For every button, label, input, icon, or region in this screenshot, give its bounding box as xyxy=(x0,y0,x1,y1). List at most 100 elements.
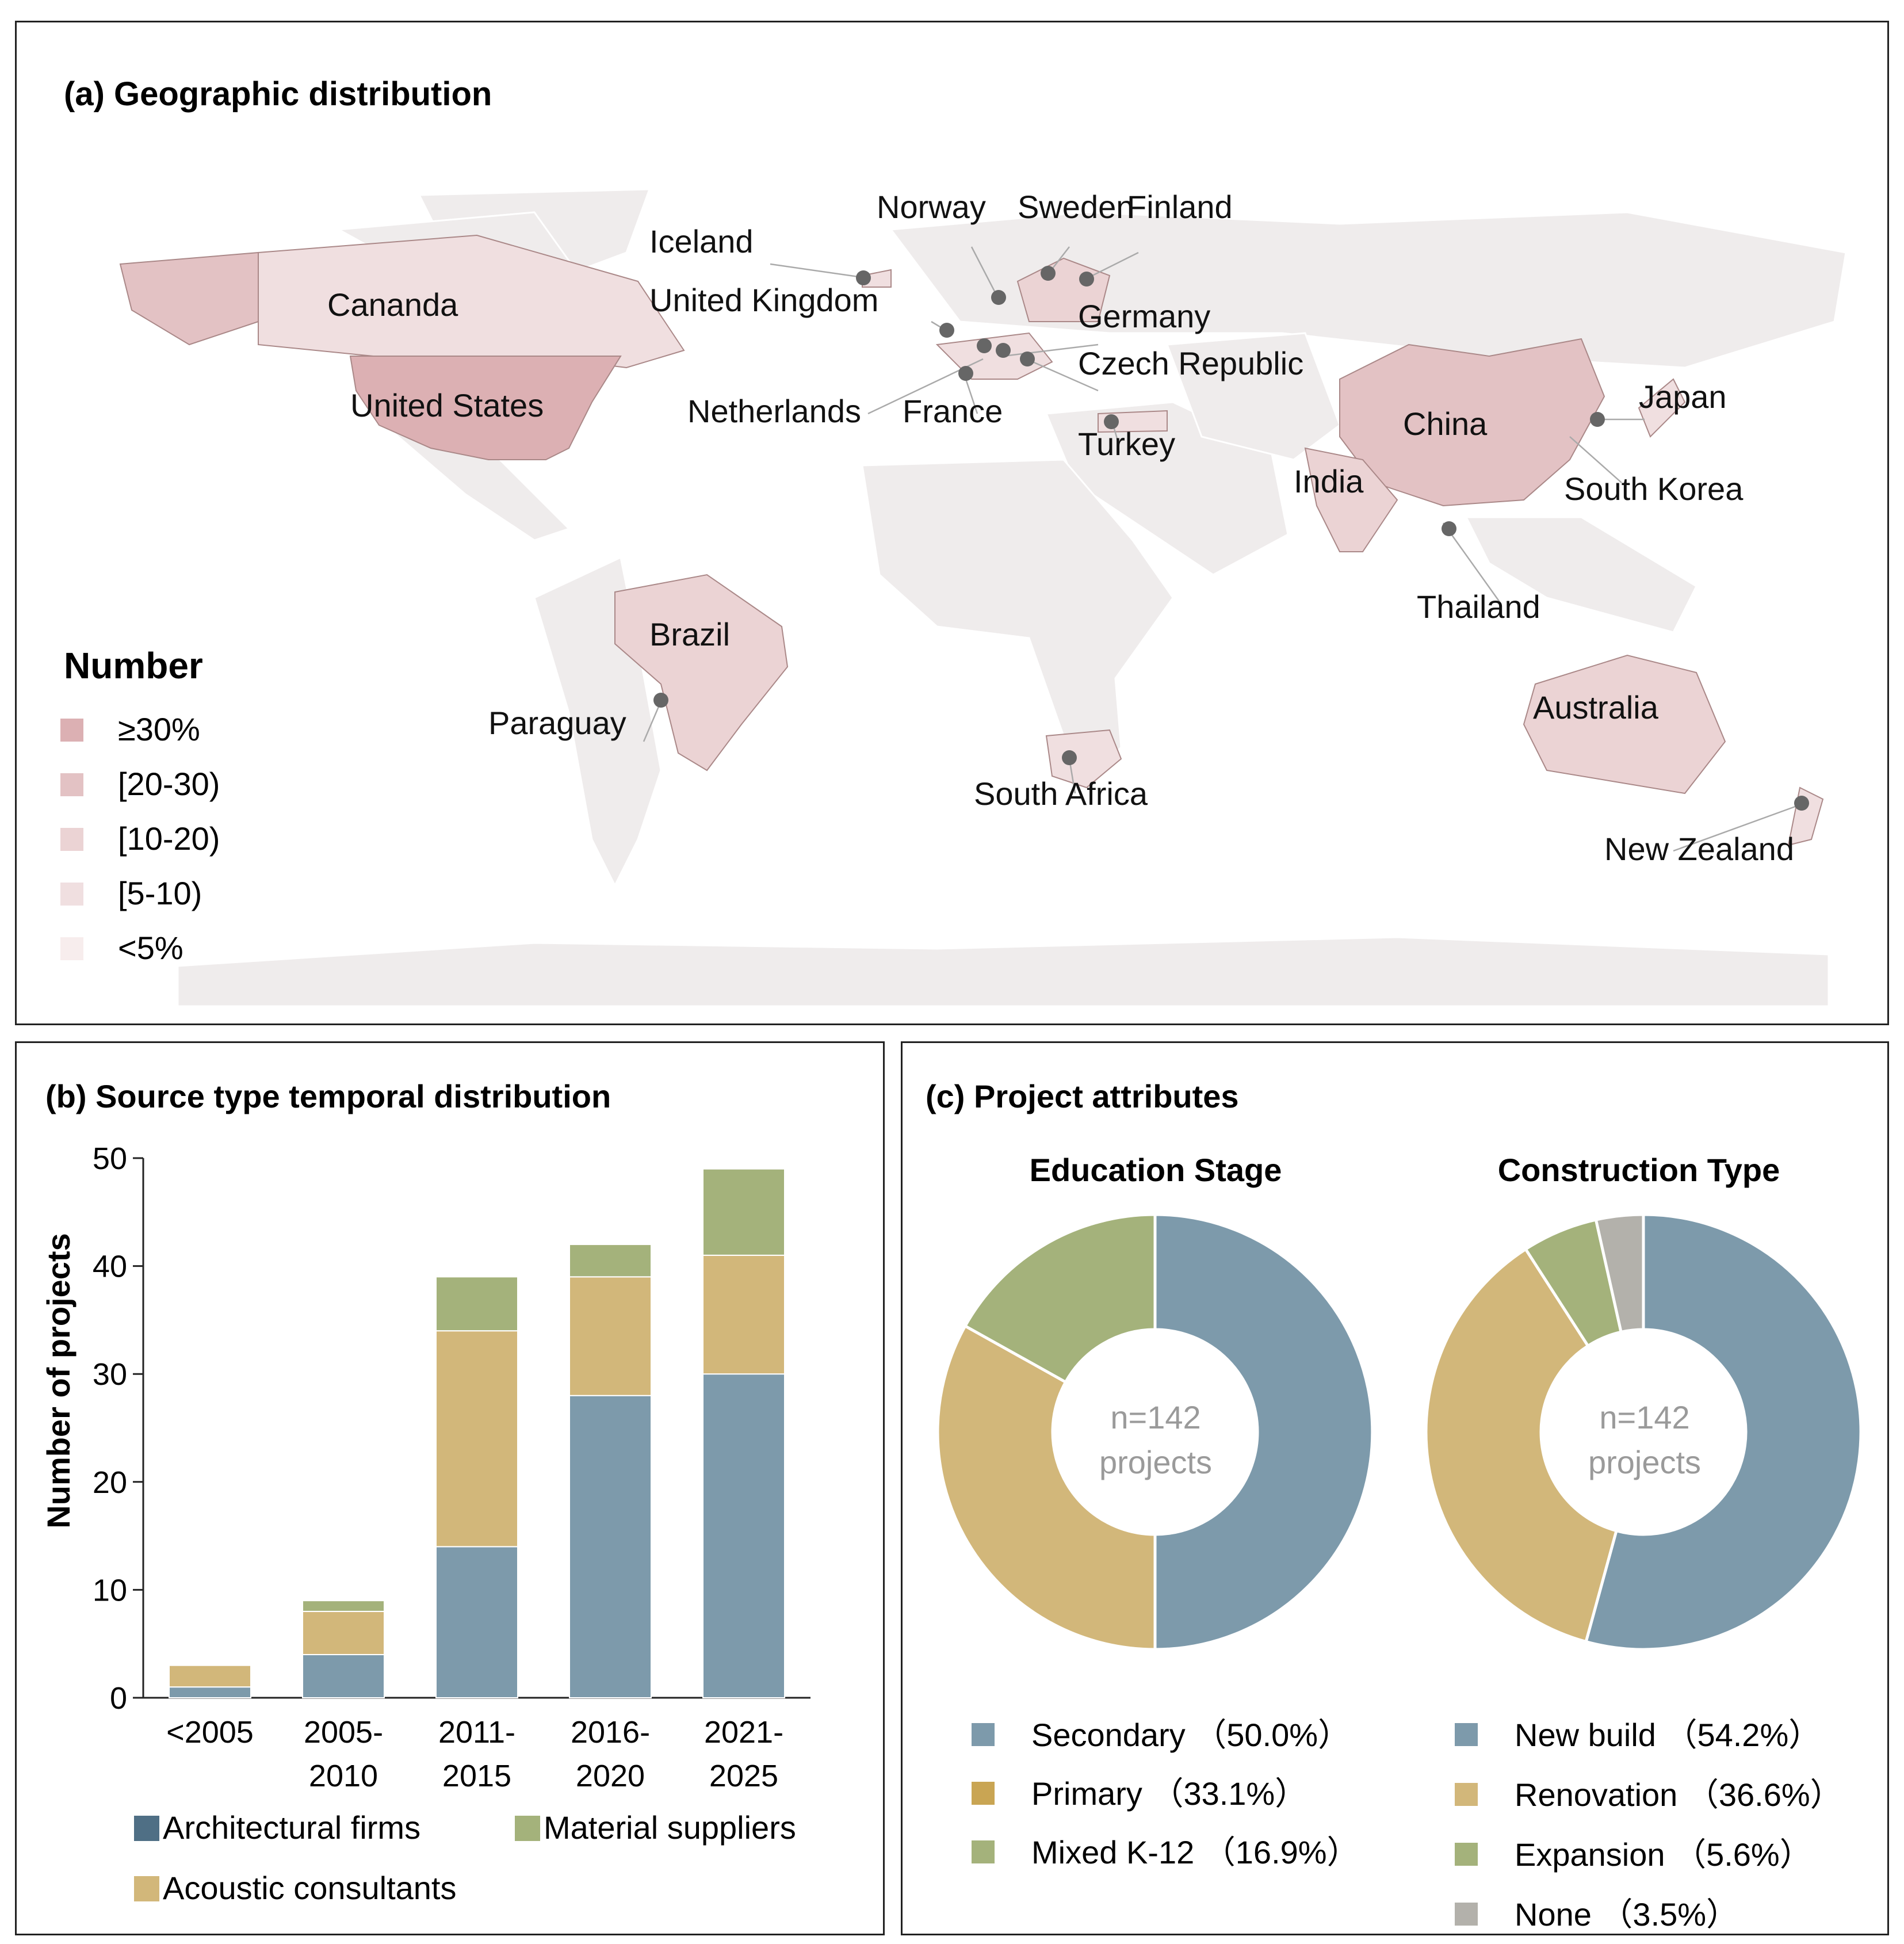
country-south-africa xyxy=(1045,729,1122,789)
x-tick-label-2-0: 2011- xyxy=(438,1715,515,1750)
project-attributes-panel: (c) Project attributes Education Stage C… xyxy=(901,1041,1889,1935)
donut-legend-swatch-new-build xyxy=(1455,1723,1478,1746)
land-antarctica xyxy=(177,936,1830,1007)
y-tick-label-5: 50 xyxy=(93,1141,127,1176)
bar-material-suppliers-3 xyxy=(569,1244,652,1278)
donut-slice-renovation xyxy=(1424,1247,1619,1644)
stacked-bar-chart: (b) Source type temporal distribution Nu… xyxy=(40,1078,810,1906)
donut-legend-label-mixed-k-12: Mixed K-12 （16.9%） xyxy=(1031,1834,1359,1870)
donut-slice-secondary xyxy=(1153,1213,1374,1651)
label-finland: Finland xyxy=(1127,189,1233,225)
legend-label-4: <5% xyxy=(118,930,183,966)
bar-legend-swatch-acoustic-consultants xyxy=(134,1876,159,1901)
geographic-distribution-panel: (a) Geographic distribution xyxy=(15,21,1889,1025)
bar-architectural-firms-0 xyxy=(169,1686,251,1698)
bar-legend-label-acoustic-consultants: Acoustic consultants xyxy=(163,1870,456,1906)
x-tick-label-4-1: 2025 xyxy=(709,1759,778,1793)
donut-slice-none xyxy=(1594,1213,1645,1334)
world-map: (a) Geographic distribution xyxy=(60,75,1847,1007)
label-united-states: United States xyxy=(350,387,544,423)
legend-swatch-1 xyxy=(60,773,83,796)
education-center-projects: projects xyxy=(1099,1444,1212,1480)
bar-acoustic-consultants-2 xyxy=(435,1330,518,1548)
point-south-africa xyxy=(1062,750,1077,765)
point-sweden xyxy=(1041,266,1056,281)
label-netherlands: Netherlands xyxy=(687,393,861,429)
country-australia xyxy=(1523,654,1726,795)
legend-swatch-3 xyxy=(60,883,83,906)
label-brazil: Brazil xyxy=(649,616,730,652)
country-brazil xyxy=(614,574,789,772)
label-south-africa: South Africa xyxy=(974,776,1148,812)
label-germany: Germany xyxy=(1078,298,1210,334)
label-japan: Japan xyxy=(1639,379,1727,415)
donut-legend-swatch-expansion xyxy=(1455,1843,1478,1866)
label-iceland: Iceland xyxy=(649,223,754,259)
bar-chart-title: (b) Source type temporal distribution xyxy=(45,1078,611,1114)
map-legend: Number ≥30% [20-30) [10-20) [5-10) <5% xyxy=(60,645,220,966)
donut-slice-mixed-k-12 xyxy=(963,1213,1157,1384)
label-canada: Cananda xyxy=(327,287,458,323)
y-tick-label-3: 30 xyxy=(93,1357,127,1392)
construction-type-title: Construction Type xyxy=(1498,1152,1780,1188)
legend-label-2: [10-20) xyxy=(118,820,220,857)
label-norway: Norway xyxy=(877,189,986,225)
point-new-zealand xyxy=(1794,796,1809,811)
point-iceland xyxy=(856,270,871,285)
point-thailand xyxy=(1442,521,1456,536)
label-czech-republic: Czech Republic xyxy=(1078,345,1303,381)
bar-legend-label-material-suppliers: Material suppliers xyxy=(544,1809,796,1846)
point-uk xyxy=(939,323,954,338)
country-alaska xyxy=(119,251,259,346)
bar-acoustic-consultants-0 xyxy=(169,1664,251,1688)
label-australia: Australia xyxy=(1533,689,1659,725)
country-labels: Cananda United States Iceland United Kin… xyxy=(327,189,1794,867)
legend-label-0: ≥30% xyxy=(118,711,200,747)
land-background xyxy=(177,188,1847,1007)
point-czech xyxy=(1020,352,1035,366)
bar-architectural-firms-3 xyxy=(569,1395,652,1698)
y-tick-label-2: 20 xyxy=(93,1465,127,1500)
legend-label-3: [5-10) xyxy=(118,875,202,911)
education-stage-title: Education Stage xyxy=(1030,1152,1282,1188)
label-paraguay: Paraguay xyxy=(488,705,626,741)
label-thailand: Thailand xyxy=(1417,589,1540,625)
legend-label-1: [20-30) xyxy=(118,766,220,802)
donut-legend-swatch-renovation xyxy=(1455,1783,1478,1806)
label-turkey: Turkey xyxy=(1078,426,1175,462)
donut-slice-primary xyxy=(936,1324,1157,1651)
bar-acoustic-consultants-1 xyxy=(302,1610,385,1655)
x-tick-label-1-0: 2005- xyxy=(304,1715,383,1750)
bar-architectural-firms-1 xyxy=(302,1653,385,1698)
bar-material-suppliers-2 xyxy=(435,1276,518,1332)
point-norway xyxy=(991,290,1006,305)
highlighted-countries xyxy=(119,234,1824,846)
x-tick-label-2-1: 2015 xyxy=(442,1759,511,1793)
donut-legend-label-new-build: New build （54.2%） xyxy=(1515,1717,1821,1753)
country-points xyxy=(653,266,1809,811)
country-india xyxy=(1304,447,1398,552)
legend-swatch-4 xyxy=(60,937,83,960)
label-france: France xyxy=(903,393,1003,429)
bar-legend-swatch-architectural-firms xyxy=(134,1816,159,1841)
point-germany xyxy=(996,343,1011,358)
bar-acoustic-consultants-3 xyxy=(569,1276,652,1396)
bar-material-suppliers-1 xyxy=(302,1600,385,1612)
bar-legend-swatch-material-suppliers xyxy=(515,1816,540,1841)
bar-architectural-firms-2 xyxy=(435,1546,518,1698)
map-title: (a) Geographic distribution xyxy=(64,75,492,113)
y-axis-label: Number of projects xyxy=(40,1233,77,1528)
label-sweden: Sweden xyxy=(1018,189,1134,225)
donut-charts: (c) Project attributes Education Stage C… xyxy=(926,1078,1863,1932)
label-china: China xyxy=(1403,406,1488,442)
y-tick-label-4: 40 xyxy=(93,1250,127,1284)
legend-title: Number xyxy=(64,645,203,686)
donut-legend-swatch-secondary xyxy=(972,1723,995,1746)
donut-slice-new-build xyxy=(1584,1213,1863,1651)
construction-center-projects: projects xyxy=(1588,1444,1701,1480)
bar-material-suppliers-4 xyxy=(702,1168,785,1256)
point-finland xyxy=(1079,272,1094,287)
point-south-korea xyxy=(1590,412,1605,427)
donut-legend-swatch-mixed-k-12 xyxy=(972,1840,995,1863)
bar-acoustic-consultants-4 xyxy=(702,1254,785,1375)
